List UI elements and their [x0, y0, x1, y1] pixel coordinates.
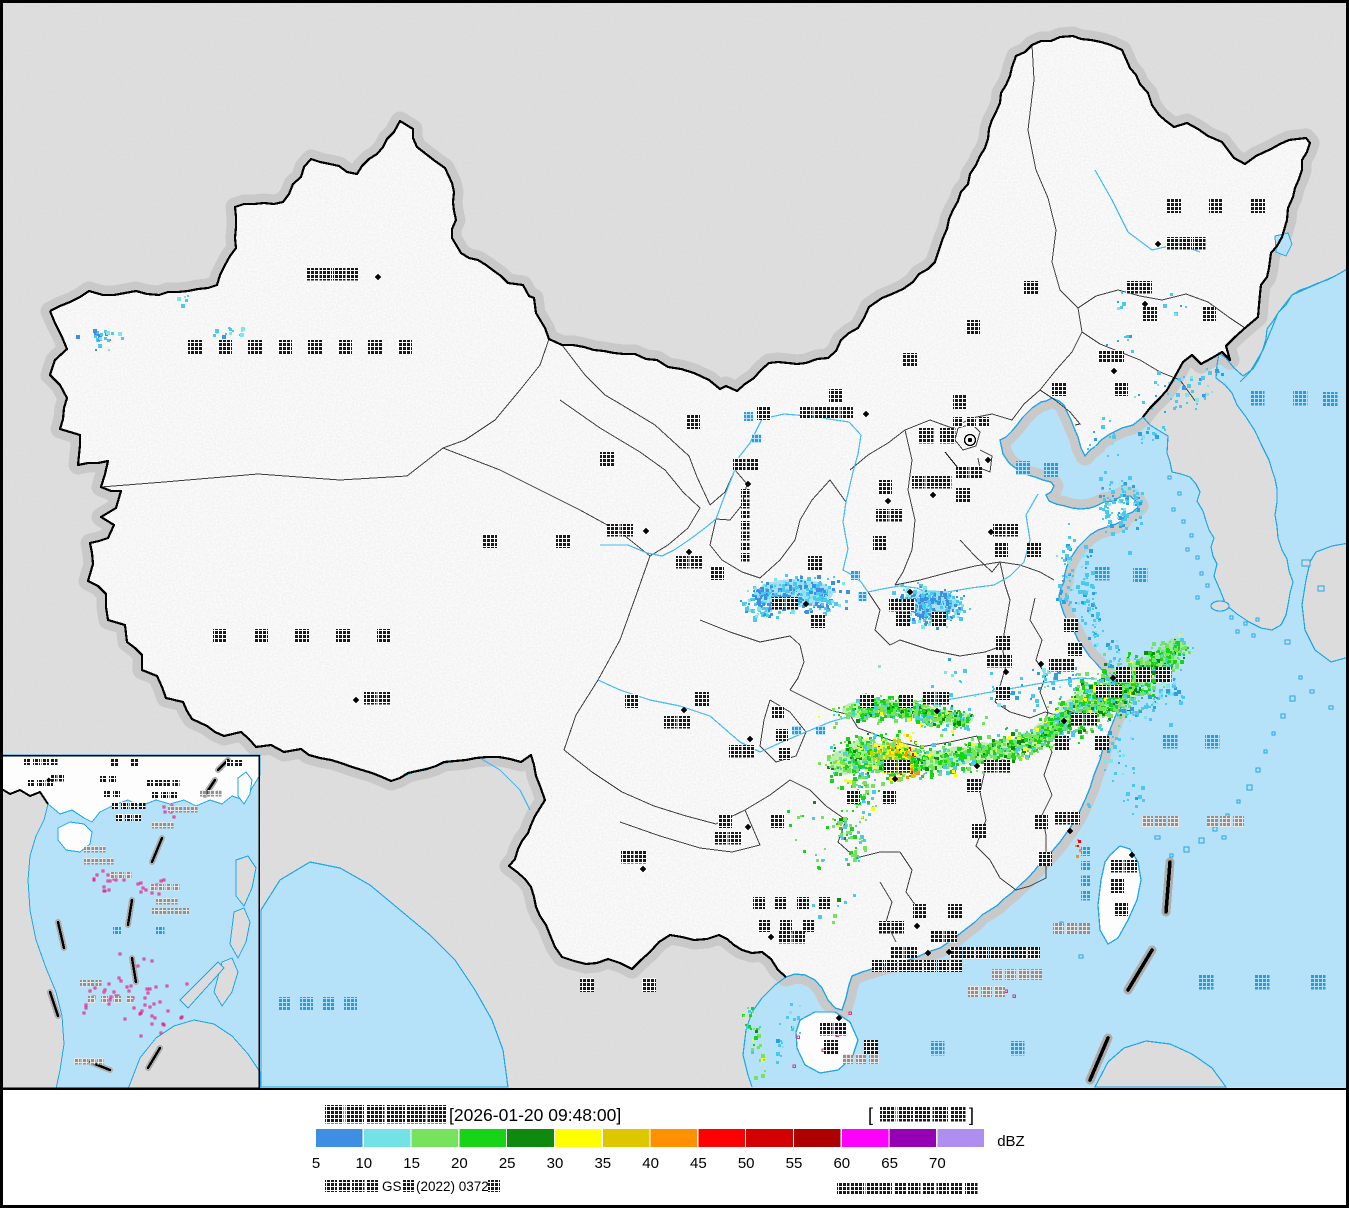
svg-text:dBZ: dBZ — [997, 1133, 1025, 1150]
svg-text:60: 60 — [833, 1155, 850, 1172]
svg-text:[2026-01-20 09:48:00]: [2026-01-20 09:48:00] — [449, 1105, 621, 1125]
svg-text:55: 55 — [786, 1155, 803, 1172]
svg-text:GS: GS — [382, 1179, 402, 1194]
svg-text:50: 50 — [738, 1155, 755, 1172]
svg-text:5: 5 — [312, 1155, 320, 1172]
svg-text:10: 10 — [355, 1155, 372, 1172]
svg-text:35: 35 — [594, 1155, 611, 1172]
svg-text:45: 45 — [690, 1155, 707, 1172]
svg-text:65: 65 — [881, 1155, 898, 1172]
svg-text:(2022) 0372: (2022) 0372 — [416, 1179, 489, 1194]
svg-text:70: 70 — [929, 1155, 946, 1172]
svg-text:30: 30 — [547, 1155, 564, 1172]
svg-text:[: [ — [868, 1105, 873, 1125]
svg-text:40: 40 — [642, 1155, 659, 1172]
svg-text:15: 15 — [403, 1155, 420, 1172]
svg-text:20: 20 — [451, 1155, 468, 1172]
svg-text:25: 25 — [499, 1155, 516, 1172]
svg-text:]: ] — [969, 1105, 974, 1125]
